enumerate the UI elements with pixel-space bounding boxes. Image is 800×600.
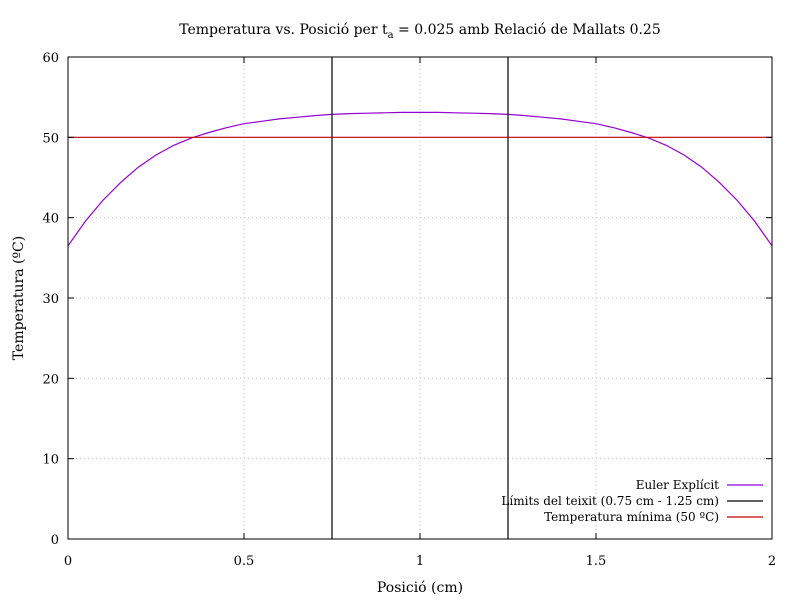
legend-label: Temperatura mínima (50 ºC)	[544, 510, 719, 524]
x-tick-label: 1	[416, 554, 424, 569]
y-tick-label: 20	[42, 372, 59, 387]
y-tick-label: 60	[42, 51, 59, 66]
y-tick-label: 40	[42, 212, 59, 227]
legend: Euler Explícit Límits del teixit (0.75 cm…	[501, 478, 763, 524]
chart-title-suffix: = 0.025 amb Relació de Mallats 0.25	[394, 22, 661, 38]
chart-title-prefix: Temperatura vs. Posició per t	[179, 22, 388, 38]
x-axis-label: Posició (cm)	[377, 580, 463, 596]
euler-explicit-curve	[67, 111, 773, 247]
y-axis-label: Temperatura (ºC)	[11, 236, 27, 360]
x-tick-label: 0.5	[234, 554, 255, 569]
y-tick-label: 30	[42, 292, 59, 307]
plot-series	[67, 57, 773, 539]
y-tick-label: 10	[42, 453, 59, 468]
y-tick-label: 0	[51, 533, 59, 548]
legend-label: Euler Explícit	[636, 478, 719, 492]
chart-title-subscript: a	[388, 30, 394, 41]
chart-title: Temperatura vs. Posició per ta = 0.025 a…	[179, 22, 661, 41]
grid	[68, 57, 772, 539]
x-tick-label: 1.5	[586, 554, 607, 569]
x-tick-label: 0	[64, 554, 72, 569]
y-tick-label: 50	[42, 131, 59, 146]
legend-label: Límits del teixit (0.75 cm - 1.25 cm)	[501, 494, 719, 508]
axis-ticks	[67, 56, 773, 540]
x-tick-label: 2	[768, 554, 776, 569]
